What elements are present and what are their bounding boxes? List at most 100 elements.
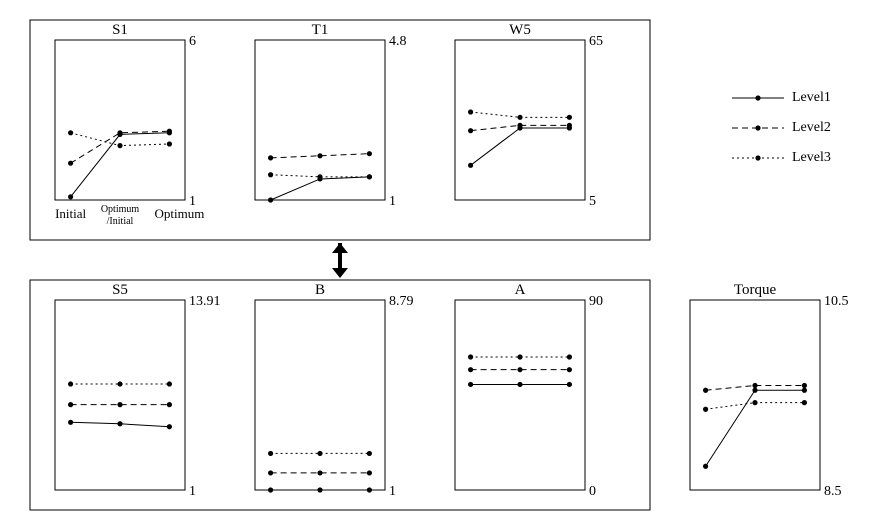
series-marker: [268, 470, 273, 475]
series-marker: [517, 123, 522, 128]
series-marker: [68, 161, 73, 166]
legend: Level1 Level2 Level3: [730, 90, 860, 180]
panel-title: W5: [509, 22, 531, 38]
y-min-label: 1: [389, 194, 396, 209]
series-marker: [68, 194, 73, 199]
series-marker: [367, 151, 372, 156]
series-marker: [268, 451, 273, 456]
legend-item-level1: Level1: [730, 90, 860, 106]
series-marker: [517, 382, 522, 387]
panel-title: A: [515, 282, 526, 298]
series-marker: [117, 381, 122, 386]
series-marker: [367, 487, 372, 492]
series-marker: [167, 424, 172, 429]
y-min-label: 8.5: [824, 484, 842, 499]
legend-item-level3: Level3: [730, 150, 860, 166]
x-label-initial: Initial: [55, 206, 86, 221]
series-marker: [167, 141, 172, 146]
series-marker: [703, 407, 708, 412]
series-marker: [317, 470, 322, 475]
series-marker: [117, 402, 122, 407]
y-min-label: 1: [189, 484, 196, 499]
series-marker: [468, 382, 473, 387]
series-marker: [367, 174, 372, 179]
series-marker: [468, 109, 473, 114]
series-marker: [268, 197, 273, 202]
series-marker: [268, 155, 273, 160]
series-marker: [567, 367, 572, 372]
series-marker: [468, 163, 473, 168]
x-label-optinit-2: /Initial: [107, 216, 134, 227]
legend-line-level2: [730, 122, 786, 134]
y-min-label: 1: [389, 484, 396, 499]
series-marker: [268, 487, 273, 492]
series-marker: [517, 115, 522, 120]
series-marker: [167, 129, 172, 134]
panel-title: S5: [112, 282, 128, 298]
y-max-label: 13.91: [189, 294, 221, 309]
legend-label-level3: Level3: [792, 150, 831, 166]
series-marker: [468, 367, 473, 372]
series-marker: [752, 388, 757, 393]
series-marker: [567, 354, 572, 359]
figure-svg: S161InitialOptimum/InitialOptimumT14.81W…: [0, 0, 869, 532]
series-marker: [517, 354, 522, 359]
series-marker: [517, 367, 522, 372]
y-max-label: 8.79: [389, 294, 414, 309]
y-min-label: 5: [589, 194, 596, 209]
series-marker: [117, 130, 122, 135]
series-marker: [802, 400, 807, 405]
legend-line-level3: [730, 152, 786, 164]
series-marker: [117, 421, 122, 426]
y-min-label: 0: [589, 484, 596, 499]
panel-title: Torque: [734, 282, 777, 298]
legend-label-level2: Level2: [792, 120, 831, 136]
series-level1: [71, 133, 170, 197]
panel-S5: S5 13.91 1: [55, 282, 221, 499]
series-marker: [567, 123, 572, 128]
series-marker: [802, 388, 807, 393]
series-marker: [752, 383, 757, 388]
series-marker: [68, 420, 73, 425]
x-label-optimum: Optimum: [154, 206, 204, 221]
panel-title: S1: [112, 22, 128, 38]
arrow-down-icon: [332, 243, 348, 278]
panel-title: T1: [312, 22, 329, 38]
panel-Torque: Torque 10.5 8.5: [690, 282, 849, 499]
x-label-optinit-1: Optimum: [101, 204, 140, 215]
y-max-label: 6: [189, 34, 196, 49]
series-marker: [703, 388, 708, 393]
series-marker: [68, 402, 73, 407]
legend-item-level2: Level2: [730, 120, 860, 136]
y-max-label: 65: [589, 34, 603, 49]
panel-S1: S161InitialOptimum/InitialOptimum: [55, 22, 204, 227]
series-marker: [367, 451, 372, 456]
series-marker: [567, 382, 572, 387]
series-marker: [117, 143, 122, 148]
y-max-label: 90: [589, 294, 603, 309]
series-marker: [367, 470, 372, 475]
panel-B: B 8.79 1: [255, 282, 414, 499]
series-marker: [317, 153, 322, 158]
y-max-label: 10.5: [824, 294, 849, 309]
series-marker: [317, 487, 322, 492]
series-marker: [468, 354, 473, 359]
series-marker: [567, 115, 572, 120]
legend-line-level1: [730, 92, 786, 104]
panel-A: A 90 0: [455, 282, 603, 499]
panel-W5: W5 65 5: [455, 22, 603, 209]
series-marker: [317, 451, 322, 456]
series-marker: [752, 400, 757, 405]
panel-title: B: [315, 282, 325, 298]
series-marker: [268, 172, 273, 177]
figure-root: { "layout": { "width": 869, "height": 53…: [0, 0, 869, 532]
series-marker: [68, 381, 73, 386]
series-level1: [471, 128, 570, 165]
series-marker: [68, 130, 73, 135]
panel-T1: T1 4.8 1: [255, 22, 407, 209]
series-marker: [703, 464, 708, 469]
series-marker: [317, 174, 322, 179]
series-marker: [167, 381, 172, 386]
series-marker: [802, 383, 807, 388]
y-max-label: 4.8: [389, 34, 407, 49]
